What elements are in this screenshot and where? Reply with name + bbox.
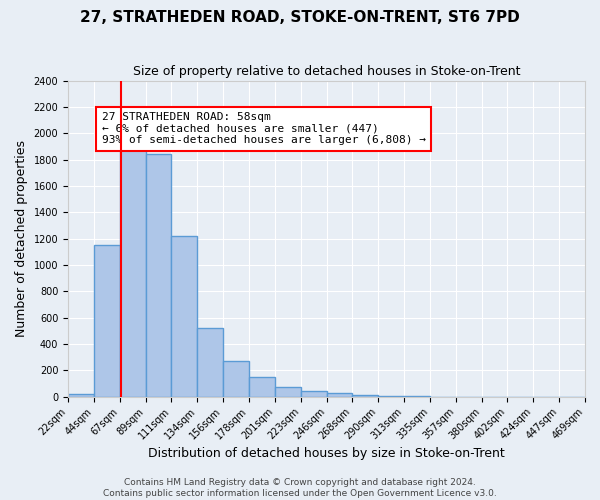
Title: Size of property relative to detached houses in Stoke-on-Trent: Size of property relative to detached ho… [133, 65, 520, 78]
Bar [197, 328, 223, 397]
Bar [68, 394, 94, 397]
Bar [326, 393, 352, 397]
Text: 27, STRATHEDEN ROAD, STOKE-ON-TRENT, ST6 7PD: 27, STRATHEDEN ROAD, STOKE-ON-TRENT, ST6… [80, 10, 520, 25]
Text: 27 STRATHEDEN ROAD: 58sqm
← 6% of detached houses are smaller (447)
93% of semi-: 27 STRATHEDEN ROAD: 58sqm ← 6% of detach… [101, 112, 425, 146]
Bar [146, 154, 172, 397]
Bar [120, 140, 146, 397]
Bar [223, 361, 249, 397]
Text: Contains HM Land Registry data © Crown copyright and database right 2024.
Contai: Contains HM Land Registry data © Crown c… [103, 478, 497, 498]
Y-axis label: Number of detached properties: Number of detached properties [15, 140, 28, 337]
Bar [275, 387, 301, 397]
Bar [94, 244, 120, 397]
Bar [249, 377, 275, 397]
Bar [172, 236, 197, 397]
X-axis label: Distribution of detached houses by size in Stoke-on-Trent: Distribution of detached houses by size … [148, 447, 505, 460]
Bar [378, 396, 404, 397]
Bar [301, 391, 326, 397]
Bar [352, 396, 378, 397]
